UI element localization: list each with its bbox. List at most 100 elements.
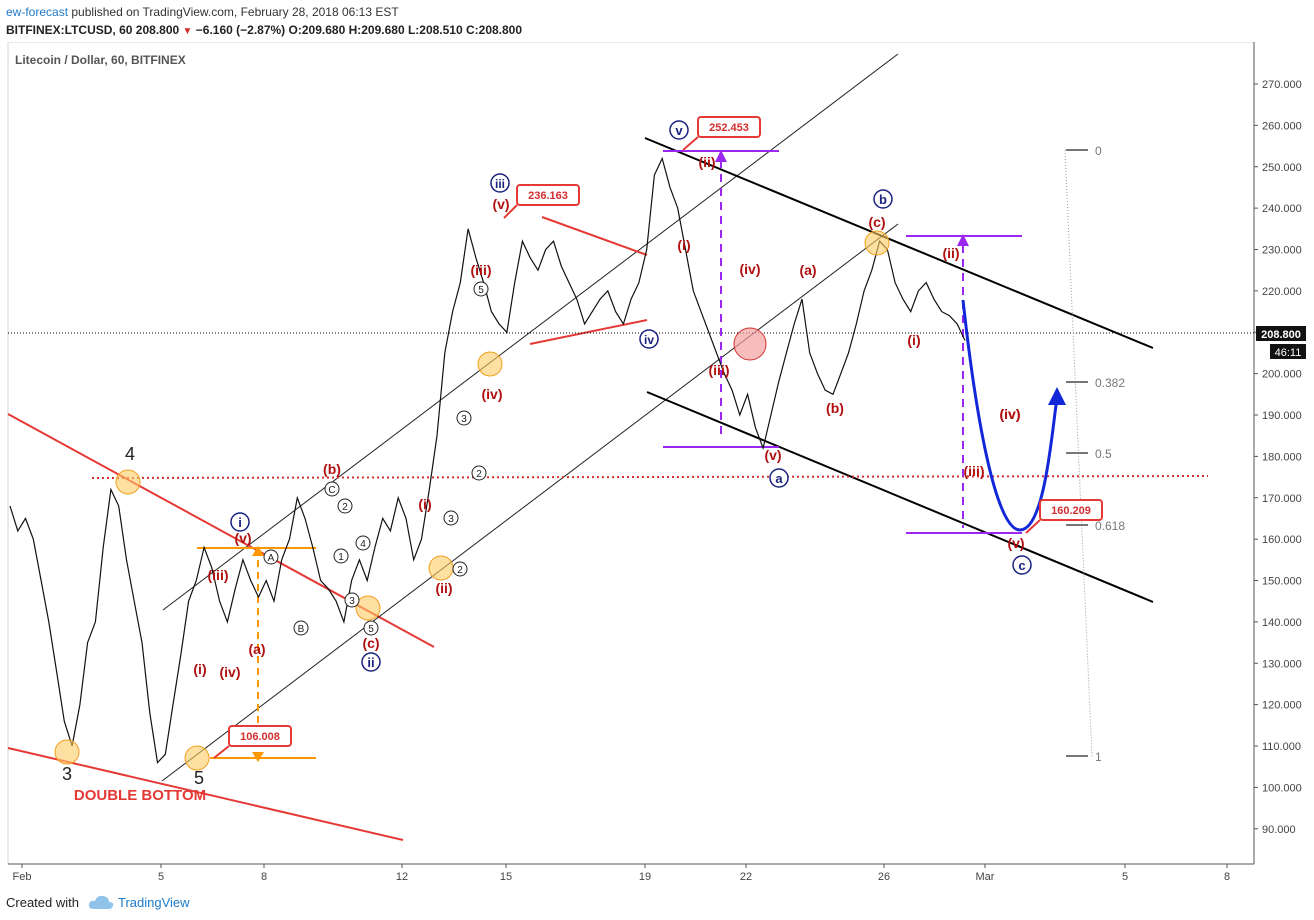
author-link[interactable]: ew-forecast bbox=[6, 5, 69, 19]
wave-label: (v) bbox=[1007, 535, 1024, 551]
black-channel-lower bbox=[646, 391, 1154, 603]
price-callout-box bbox=[516, 184, 580, 206]
wave-label: (i) bbox=[677, 237, 690, 253]
subwave-label: 2 bbox=[342, 502, 348, 513]
wave-label: ii bbox=[367, 655, 374, 670]
time-tick-label: 5 bbox=[158, 871, 164, 883]
price-tick-label: 160.000 bbox=[1262, 534, 1302, 546]
last-price-badge bbox=[1256, 326, 1306, 341]
wave-circle bbox=[639, 329, 659, 349]
price-series bbox=[9, 156, 966, 764]
price-tick-label: 250.000 bbox=[1262, 162, 1302, 174]
wave-label: (v) bbox=[492, 196, 509, 212]
purple-arrow-up-icon bbox=[715, 150, 727, 162]
channel-lower-line bbox=[161, 223, 899, 782]
subwave-label: A bbox=[268, 553, 275, 564]
wave-label: (a) bbox=[799, 262, 816, 278]
down-arrow-icon: ▼ bbox=[182, 26, 193, 37]
subwave-circle bbox=[363, 620, 379, 636]
price-callout-box bbox=[1039, 499, 1103, 521]
blue-wave-labels: i ii iii iv v a b c bbox=[230, 120, 1032, 672]
wave-label: (iii) bbox=[208, 567, 229, 583]
chart-header: ew-forecast published on TradingView.com… bbox=[0, 0, 1314, 42]
highlight-circle bbox=[864, 230, 890, 256]
wave-label: (iv) bbox=[740, 261, 761, 277]
wave-circle bbox=[361, 652, 381, 672]
subwave-circle bbox=[471, 465, 487, 481]
wave-label: (c) bbox=[362, 635, 379, 651]
price-chart[interactable]: Litecoin / Dollar, 60, BITFINEX 90.00010… bbox=[0, 42, 1314, 890]
fibonacci-levels: 0 0.382 0.5 0.618 1 bbox=[1066, 144, 1125, 764]
chart-title: Litecoin / Dollar, 60, BITFINEX bbox=[15, 53, 186, 67]
wave-label: (ii) bbox=[435, 580, 452, 596]
price-tick-label: 220.000 bbox=[1262, 286, 1302, 298]
fib-label: 1 bbox=[1095, 750, 1102, 764]
subwave-label: 5 bbox=[478, 285, 484, 296]
publish-info: published on TradingView.com, February 2… bbox=[71, 5, 399, 19]
trendlines bbox=[7, 53, 1254, 841]
callout-pointer bbox=[213, 745, 230, 759]
time-tick-label: 15 bbox=[500, 871, 512, 883]
price-callout-box bbox=[228, 725, 292, 747]
wave-label: (i) bbox=[193, 661, 206, 677]
price-tick-label: 90.000 bbox=[1262, 824, 1296, 836]
callout-pointer bbox=[1025, 519, 1041, 534]
plot-area bbox=[7, 42, 1255, 865]
purple-measure bbox=[663, 150, 1022, 534]
resistance-dotted-line bbox=[91, 475, 1209, 479]
wave-label: a bbox=[775, 471, 783, 486]
price-tick-label: 110.000 bbox=[1262, 741, 1301, 753]
wave-label: c bbox=[1018, 558, 1025, 573]
wave-label: (iv) bbox=[1000, 406, 1021, 422]
created-with-text: Created with bbox=[6, 895, 79, 910]
subwave-label: 5 bbox=[368, 624, 374, 635]
wave-circle bbox=[669, 120, 689, 140]
callout-pointer bbox=[682, 136, 699, 151]
black-wave-labels: 4 3 5 bbox=[62, 444, 204, 788]
highlight-circle bbox=[184, 745, 210, 771]
price-tick-label: 100.000 bbox=[1262, 782, 1302, 794]
projection-arrow-icon bbox=[1048, 387, 1066, 405]
subwave-label: 2 bbox=[476, 469, 482, 480]
publish-line: ew-forecast published on TradingView.com… bbox=[6, 5, 399, 19]
red-highlight-circle bbox=[733, 327, 767, 361]
wave-label: (i) bbox=[418, 496, 431, 512]
double-bottom-annotation: DOUBLE BOTTOM bbox=[74, 787, 206, 804]
subwave-label: B bbox=[298, 624, 305, 635]
subwave-label: 2 bbox=[457, 565, 463, 576]
subwave-labels: A B C 1 2 3 4 5 3 2 3 2 5 bbox=[263, 281, 489, 636]
subwave-circle bbox=[443, 510, 459, 526]
time-tick-label: 26 bbox=[878, 871, 890, 883]
tradingview-link[interactable]: TradingView bbox=[118, 895, 190, 910]
channel-upper-line bbox=[162, 53, 899, 611]
price-callout: 252.453 bbox=[709, 122, 749, 134]
price-tick-label: 230.000 bbox=[1262, 245, 1302, 257]
black-channel-upper bbox=[644, 137, 1154, 349]
price-tick-label: 240.000 bbox=[1262, 203, 1302, 215]
time-tick-label: 8 bbox=[1224, 871, 1230, 883]
time-tick-label: 22 bbox=[740, 871, 752, 883]
time-tick-label: 5 bbox=[1122, 871, 1128, 883]
wave-label: (iii) bbox=[471, 262, 492, 278]
red-wave-labels: (b) (i) (iii) (v) (iv) (a) (c) (ii) (i) … bbox=[193, 154, 1024, 680]
wave-label: (c) bbox=[868, 214, 885, 230]
fib-label: 0.618 bbox=[1095, 519, 1125, 533]
subwave-label: 3 bbox=[461, 414, 467, 425]
last-price-label: 208.800 bbox=[1261, 329, 1301, 341]
subwave-label: 3 bbox=[349, 596, 355, 607]
highlight-circle bbox=[54, 739, 80, 765]
wave-label: b bbox=[879, 192, 887, 207]
ohlc-values: O:209.680 H:209.680 L:208.510 C:208.800 bbox=[288, 23, 523, 37]
wave-label: i bbox=[238, 515, 242, 530]
subwave-circle bbox=[263, 549, 279, 565]
wave-label: (iv) bbox=[1000, 406, 1021, 422]
subwave-label: 4 bbox=[360, 539, 366, 550]
price-callouts: 252.453 236.163 106.008 160.209 bbox=[213, 116, 1103, 759]
highlight-circle bbox=[477, 351, 503, 377]
tradingview-cloud-icon bbox=[88, 895, 114, 909]
wave-circle bbox=[873, 189, 893, 209]
symbol-name: BITFINEX:LTCUSD, 60 bbox=[6, 23, 133, 37]
subwave-label: C bbox=[328, 485, 335, 496]
time-tick-label: Feb bbox=[13, 871, 32, 883]
wave-label: v bbox=[675, 123, 683, 138]
